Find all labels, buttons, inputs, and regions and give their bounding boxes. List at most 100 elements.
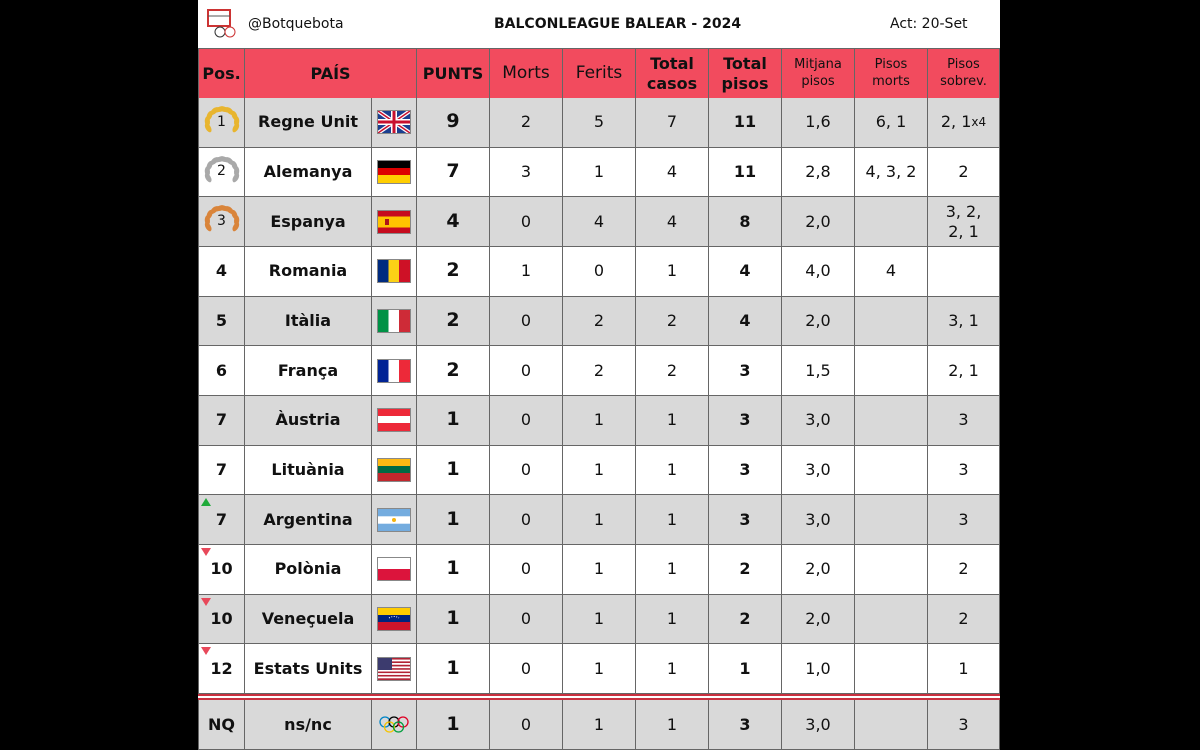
cell: 7 bbox=[636, 98, 709, 148]
table-row: 5 Itàlia 2 0 2 2 4 2,0 3, 1 bbox=[198, 296, 1000, 347]
icon-part bbox=[378, 664, 410, 667]
handle: @Botquebota bbox=[248, 16, 344, 32]
icon-part bbox=[378, 160, 410, 169]
cell: 2,0 bbox=[782, 545, 855, 595]
flag-cell bbox=[372, 495, 417, 545]
cell: 3,0 bbox=[782, 396, 855, 446]
cell: 2 bbox=[417, 346, 490, 396]
cell: 1 bbox=[417, 545, 490, 595]
icon-part bbox=[378, 309, 389, 332]
cell: 0 bbox=[490, 296, 563, 347]
icon-part bbox=[378, 216, 410, 228]
icon-part bbox=[201, 647, 211, 656]
icon-part bbox=[378, 677, 410, 680]
icon-part bbox=[377, 557, 411, 582]
icon-part bbox=[378, 167, 410, 176]
cell: 1 bbox=[636, 396, 709, 446]
cell: 0 bbox=[563, 247, 636, 297]
icon-part bbox=[378, 662, 410, 665]
cell: 2 bbox=[709, 545, 782, 595]
cell: 3,0 bbox=[782, 700, 855, 750]
cell: 0 bbox=[490, 445, 563, 496]
icon-part bbox=[392, 720, 405, 733]
icon-part bbox=[204, 205, 240, 232]
cell: 1 bbox=[709, 644, 782, 694]
cell: 1 bbox=[563, 594, 636, 645]
cell: 6 bbox=[198, 346, 245, 396]
column-header: Total casos bbox=[636, 49, 709, 99]
cell: 3 bbox=[709, 700, 782, 750]
icon-part bbox=[383, 720, 396, 733]
cell: 2 bbox=[563, 346, 636, 396]
cell: 2 bbox=[636, 346, 709, 396]
cell: 1 bbox=[563, 700, 636, 750]
icon-part bbox=[378, 666, 410, 668]
icon-part bbox=[399, 359, 410, 382]
cell: 4 bbox=[709, 247, 782, 297]
cell: 1 bbox=[563, 644, 636, 694]
icon-part bbox=[399, 309, 410, 332]
cell: Polònia bbox=[245, 545, 372, 595]
cell: 1 bbox=[636, 700, 709, 750]
separator bbox=[198, 694, 1000, 700]
card: @Botquebota BALCONLEAGUE BALEAR - 2024 A… bbox=[198, 0, 1000, 750]
icon-part bbox=[222, 206, 232, 212]
cell: Estats Units bbox=[245, 644, 372, 694]
rank: 1 bbox=[217, 113, 226, 130]
flag-cell bbox=[372, 296, 417, 347]
icon-part bbox=[377, 656, 411, 681]
icon-part bbox=[399, 260, 410, 283]
icon-part bbox=[201, 647, 211, 656]
cell: 3 bbox=[928, 495, 1000, 545]
cell: 3 bbox=[709, 396, 782, 446]
cell: 3 bbox=[928, 396, 1000, 446]
cell bbox=[855, 346, 928, 396]
icon-part bbox=[201, 597, 211, 606]
cell: 2 bbox=[928, 147, 1000, 198]
icon-part bbox=[378, 672, 410, 675]
table-row: 6 França 2 0 2 2 3 1,5 2, 1 bbox=[198, 346, 1000, 396]
cell: 3,0 bbox=[782, 495, 855, 545]
cell: 1,5 bbox=[782, 346, 855, 396]
icon-part bbox=[385, 218, 389, 225]
cell: 2 bbox=[636, 296, 709, 347]
title: BALCONLEAGUE BALEAR - 2024 bbox=[494, 16, 742, 32]
cell: 1 bbox=[636, 247, 709, 297]
icon-part bbox=[377, 209, 411, 234]
cell: 4 bbox=[417, 197, 490, 247]
cell: 3 bbox=[198, 197, 245, 247]
icon-part bbox=[212, 107, 222, 113]
cell bbox=[855, 495, 928, 545]
flag-cell bbox=[372, 545, 417, 595]
column-header: PUNTS bbox=[417, 49, 490, 99]
cell: 10 bbox=[198, 594, 245, 645]
icon-part bbox=[378, 614, 410, 623]
cell: 2 bbox=[563, 296, 636, 347]
cell: 3 bbox=[709, 445, 782, 496]
icon-part bbox=[378, 569, 410, 581]
header-row: Pos. PAÍS PUNTS Morts Ferits Total casos Total… bbox=[198, 48, 1000, 99]
icon-part bbox=[388, 615, 400, 619]
cell: 2 bbox=[417, 296, 490, 347]
cell: 1 bbox=[563, 445, 636, 496]
column-header: Ferits bbox=[563, 49, 636, 99]
cell: 0 bbox=[490, 594, 563, 645]
cell: 2, 1 x4 bbox=[928, 98, 1000, 148]
column-header: Pisos morts bbox=[855, 49, 928, 99]
logo-ring bbox=[214, 26, 226, 38]
cell: 3, 2, 2, 1 bbox=[928, 197, 1000, 247]
cell: 5 bbox=[563, 98, 636, 148]
icon-part bbox=[201, 548, 211, 556]
cell: 1 bbox=[636, 495, 709, 545]
cell: França bbox=[245, 346, 372, 396]
icon-part bbox=[201, 498, 211, 507]
icon-part bbox=[377, 507, 411, 532]
cell: Lituània bbox=[245, 445, 372, 496]
flag-cell bbox=[372, 98, 417, 148]
cell bbox=[855, 396, 928, 446]
cell: Romania bbox=[245, 247, 372, 297]
cell: 2,0 bbox=[782, 594, 855, 645]
icon-part bbox=[378, 465, 410, 474]
table-row: NQ ns/nc 1 0 1 1 3 3,0 3 bbox=[198, 700, 1000, 750]
